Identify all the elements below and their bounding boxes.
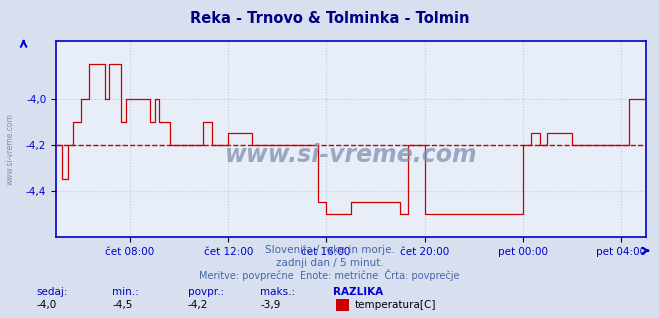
Text: maks.:: maks.:: [260, 287, 295, 297]
Text: www.si-vreme.com: www.si-vreme.com: [225, 143, 477, 167]
Text: www.si-vreme.com: www.si-vreme.com: [5, 114, 14, 185]
Text: temperatura[C]: temperatura[C]: [355, 301, 436, 310]
Text: povpr.:: povpr.:: [188, 287, 224, 297]
Text: -3,9: -3,9: [260, 301, 281, 310]
Text: Meritve: povprečne  Enote: metrične  Črta: povprečje: Meritve: povprečne Enote: metrične Črta:…: [199, 269, 460, 281]
Text: -4,5: -4,5: [112, 301, 132, 310]
Text: RAZLIKA: RAZLIKA: [333, 287, 383, 297]
Text: min.:: min.:: [112, 287, 139, 297]
Text: zadnji dan / 5 minut.: zadnji dan / 5 minut.: [275, 258, 384, 268]
Text: Reka - Trnovo & Tolminka - Tolmin: Reka - Trnovo & Tolminka - Tolmin: [190, 11, 469, 26]
Text: -4,2: -4,2: [188, 301, 208, 310]
Text: -4,0: -4,0: [36, 301, 57, 310]
Text: Slovenija / reke in morje.: Slovenija / reke in morje.: [264, 245, 395, 255]
Text: sedaj:: sedaj:: [36, 287, 68, 297]
